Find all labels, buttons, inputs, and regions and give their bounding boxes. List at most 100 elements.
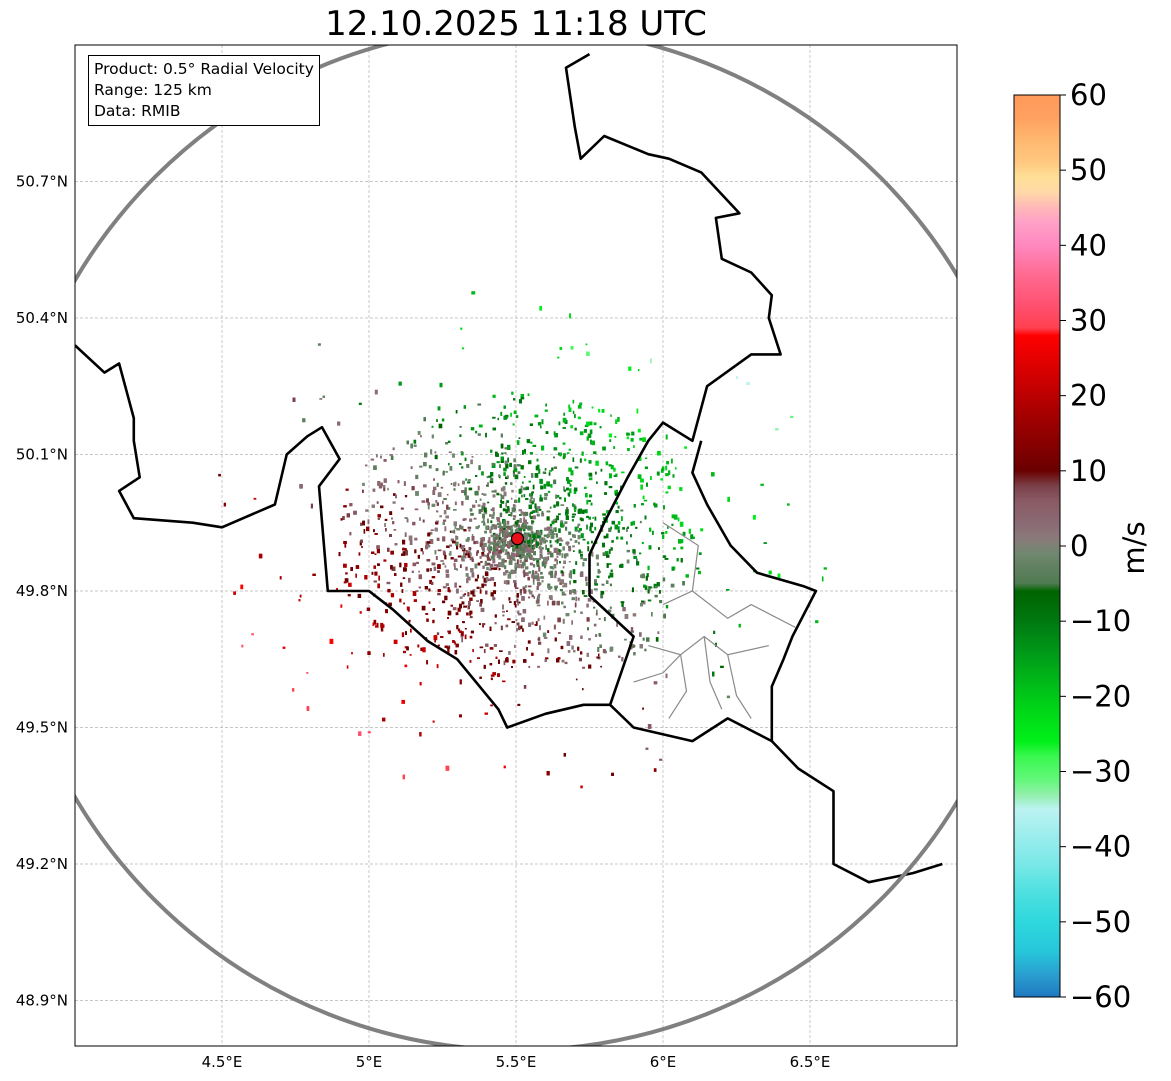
echo-pixel bbox=[463, 605, 467, 608]
echo-pixel bbox=[481, 520, 485, 523]
echo-pixel bbox=[525, 572, 529, 576]
canton-border bbox=[668, 654, 688, 719]
echo-pixel bbox=[519, 518, 522, 523]
echo-pixel bbox=[337, 421, 341, 426]
echo-pixel bbox=[551, 520, 555, 525]
echo-pixel bbox=[504, 482, 508, 485]
echo-pixel bbox=[404, 495, 408, 498]
lat-tick-label: 48.9°N bbox=[16, 992, 68, 1010]
echo-pixel bbox=[410, 628, 412, 633]
echo-pixel bbox=[472, 649, 474, 653]
echo-pixel bbox=[583, 429, 587, 433]
echo-pixel bbox=[685, 574, 689, 578]
echo-pixel bbox=[633, 445, 635, 448]
echo-pixel bbox=[504, 537, 507, 542]
echo-pixel bbox=[532, 570, 534, 575]
echo-pixel bbox=[615, 492, 619, 496]
echo-pixel bbox=[522, 609, 527, 614]
echo-pixel bbox=[529, 590, 533, 595]
echo-pixel bbox=[574, 487, 578, 492]
echo-pixel bbox=[661, 532, 665, 535]
echo-pixel bbox=[526, 543, 530, 546]
echo-pixel bbox=[515, 570, 517, 574]
echo-pixel bbox=[540, 485, 544, 490]
echo-pixel bbox=[390, 593, 395, 598]
echo-pixel bbox=[481, 583, 484, 588]
echo-pixel bbox=[611, 520, 615, 525]
echo-pixel bbox=[548, 571, 552, 575]
echo-pixel bbox=[713, 630, 716, 634]
echo-pixel bbox=[478, 465, 481, 471]
echo-pixel bbox=[598, 618, 601, 620]
echo-pixel bbox=[436, 502, 439, 506]
echo-pixel bbox=[479, 676, 482, 679]
echo-pixel bbox=[498, 533, 501, 536]
echo-pixel bbox=[549, 533, 553, 535]
echo-pixel bbox=[422, 519, 425, 523]
echo-pixel bbox=[574, 466, 579, 469]
echo-pixel bbox=[570, 575, 572, 578]
echo-pixel bbox=[589, 477, 593, 481]
y-axis-ticks: 50.7°N50.4°N50.1°N49.8°N49.5°N49.2°N48.9… bbox=[16, 173, 68, 1010]
echo-pixel bbox=[637, 474, 642, 479]
echo-pixel bbox=[527, 525, 531, 530]
echo-pixel bbox=[517, 602, 519, 606]
echo-pixel bbox=[454, 524, 457, 529]
echo-pixel bbox=[637, 428, 641, 433]
echo-pixel bbox=[317, 343, 321, 346]
echo-pixel bbox=[494, 536, 498, 540]
echo-pixel bbox=[587, 598, 592, 602]
echo-pixel bbox=[536, 508, 539, 513]
echo-pixel bbox=[528, 504, 532, 509]
echo-pixel bbox=[577, 535, 581, 540]
echo-pixel bbox=[463, 551, 465, 556]
echo-pixel bbox=[433, 635, 438, 641]
echo-pixel bbox=[500, 501, 505, 504]
echo-pixel bbox=[506, 500, 509, 503]
echo-pixel bbox=[461, 451, 464, 456]
echo-pixel bbox=[420, 647, 423, 651]
echo-pixel bbox=[608, 433, 612, 438]
echo-pixel bbox=[364, 575, 368, 580]
echo-pixel bbox=[560, 504, 565, 506]
echo-pixel bbox=[453, 509, 457, 511]
echo-pixel bbox=[507, 526, 511, 529]
echo-pixel bbox=[524, 534, 528, 539]
echo-pixel bbox=[633, 504, 636, 508]
echo-pixel bbox=[487, 540, 490, 544]
echo-pixel bbox=[525, 550, 527, 553]
echo-pixel bbox=[500, 443, 504, 449]
echo-pixel bbox=[642, 437, 646, 442]
echo-pixel bbox=[624, 614, 629, 619]
plot-frame bbox=[74, 44, 958, 1047]
echo-pixel bbox=[560, 645, 564, 650]
echo-pixel bbox=[821, 576, 824, 582]
echo-pixel bbox=[461, 637, 463, 643]
echo-pixel bbox=[616, 526, 620, 530]
echo-pixel bbox=[509, 541, 513, 546]
lon-tick-label: 4.5°E bbox=[202, 1053, 243, 1071]
echo-pixel bbox=[507, 506, 510, 511]
echo-pixel bbox=[518, 530, 522, 534]
echo-pixel bbox=[573, 534, 576, 538]
echo-pixel bbox=[586, 617, 590, 622]
canton-border bbox=[703, 636, 723, 710]
echo-pixel bbox=[617, 417, 620, 422]
echo-pixel bbox=[584, 458, 587, 462]
echo-pixel bbox=[479, 498, 482, 501]
echo-pixel bbox=[510, 412, 512, 417]
echo-pixel bbox=[647, 565, 650, 571]
echo-pixel bbox=[524, 543, 528, 548]
echo-pixel bbox=[481, 554, 485, 557]
echo-pixel bbox=[447, 610, 452, 616]
echo-pixel bbox=[374, 533, 378, 535]
echo-pixel bbox=[518, 553, 522, 558]
echo-pixel bbox=[541, 512, 545, 517]
echo-pixel bbox=[598, 653, 600, 657]
echo-pixel bbox=[413, 439, 417, 444]
echo-pixel bbox=[460, 327, 463, 330]
echo-pixel bbox=[514, 604, 517, 608]
echo-pixel bbox=[373, 580, 377, 583]
echo-pixel bbox=[464, 457, 467, 461]
echo-pixel bbox=[497, 538, 502, 543]
